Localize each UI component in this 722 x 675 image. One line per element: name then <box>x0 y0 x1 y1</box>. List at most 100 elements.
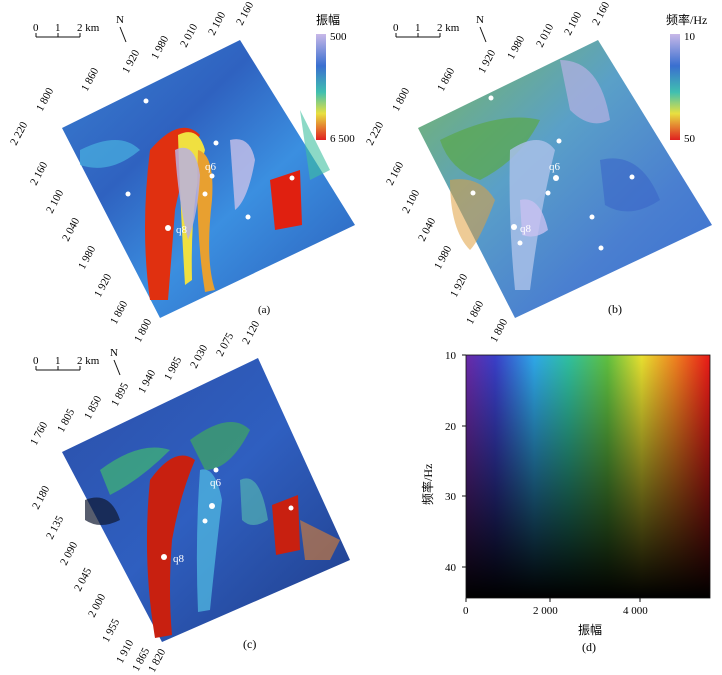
colorbar-max: 10 <box>684 31 696 43</box>
axis-left-tick: 2 040 <box>416 215 438 243</box>
axis-left-tick: 2 040 <box>60 215 82 243</box>
axis-top-tick: 1 940 <box>136 367 158 395</box>
y-tick: 10 <box>445 350 457 362</box>
panel-c: 0 1 2 km N q6 q8 1 76 <box>28 318 350 674</box>
colormap-2d <box>465 354 711 599</box>
colorbar: 振幅 500 6 500 <box>316 12 355 145</box>
axis-left-tick: 2 220 <box>8 119 30 147</box>
north-arrow: N <box>116 14 127 43</box>
amplitude-anomalies <box>80 110 330 301</box>
axis-top-tick: 2 160 <box>234 0 256 27</box>
axis-top-tick: 2 120 <box>240 318 262 346</box>
axis-left-tick: 2 135 <box>44 513 66 541</box>
panel-b: 0 1 2 km N q6 q8 <box>364 0 712 344</box>
axis-top-tick: 2 160 <box>590 0 612 27</box>
x-axis-label: 振幅 <box>578 622 602 637</box>
axis-left-tick: 1 800 <box>132 316 154 344</box>
frequency-anomalies <box>440 60 660 290</box>
axis-top-tick: 2 010 <box>534 21 556 49</box>
axis-top-tick: 1 895 <box>109 380 131 408</box>
north-label: N <box>110 347 118 359</box>
scale-bar: 0 1 2 km <box>33 355 100 371</box>
y-tick: 40 <box>445 562 457 574</box>
scale-tick-0: 0 <box>33 22 39 34</box>
axis-left-tick: 1 955 <box>100 616 122 644</box>
north-label: N <box>476 14 484 26</box>
axis-left-tick: 1 980 <box>432 243 454 271</box>
axis-top-tick: 1 760 <box>28 419 50 447</box>
well-label-q8: q8 <box>520 223 532 235</box>
axis-top-tick: 1 980 <box>505 33 527 61</box>
scale-tick-1: 1 <box>415 22 421 34</box>
axis-left-tick: 2 045 <box>72 565 94 593</box>
axis-left-tick: 1 980 <box>76 243 98 271</box>
wells: q6 q8 <box>161 467 294 565</box>
axis-left-tick: 1 920 <box>448 271 470 299</box>
axis-top-tick: 1 920 <box>476 47 498 75</box>
y-tick: 20 <box>445 421 457 433</box>
caption-b: (b) <box>608 302 622 316</box>
frequency-map <box>418 40 712 318</box>
axis-left-tick: 2 100 <box>44 187 66 215</box>
x-axis: 0 2 000 4 000 振幅 <box>463 598 648 637</box>
axis-left-tick: 1 860 <box>464 298 486 326</box>
axis-top-tick: 1 920 <box>120 47 142 75</box>
y-tick: 30 <box>445 491 457 503</box>
axis-left-tick: 2 100 <box>400 187 422 215</box>
scale-tick-1: 1 <box>55 22 61 34</box>
caption-a: (a) <box>258 304 271 316</box>
well-label-q8: q8 <box>173 553 185 565</box>
scale-tick-2: 2 km <box>77 22 100 34</box>
axis-top-tick: 1 805 <box>55 406 77 434</box>
axis-left-tick: 2 000 <box>86 591 108 619</box>
axis-top-tick: 2 075 <box>214 330 236 358</box>
axis-left-tick: 2 160 <box>384 159 406 187</box>
y-axis: 10 20 30 40 频率/Hz <box>420 350 466 574</box>
axis-left-tick: 2 160 <box>28 159 50 187</box>
axis-top-tick: 1 800 <box>390 85 412 113</box>
colorbar-min: 50 <box>684 133 696 145</box>
wells: q6 q8 <box>125 98 295 236</box>
colorbar-max: 500 <box>330 31 347 43</box>
axis-left-tick: 2 220 <box>364 119 386 147</box>
axis-top-tick: 2 010 <box>178 21 200 49</box>
scale-tick-0: 0 <box>33 355 39 367</box>
scale-bar: 0 1 2 km <box>33 22 100 38</box>
caption-c: (c) <box>243 637 256 651</box>
axis-left-tick: 1 920 <box>92 271 114 299</box>
scale-tick-2: 2 km <box>77 355 100 367</box>
axis-top-tick: 2 100 <box>206 9 228 37</box>
axis-top-tick: 1 850 <box>82 393 104 421</box>
north-arrow: N <box>110 347 121 376</box>
colorbar-title: 频率/Hz <box>666 12 707 27</box>
x-tick: 2 000 <box>533 605 558 617</box>
axis-top-tick: 1 860 <box>435 65 457 93</box>
axis-top-tick: 1 980 <box>149 33 171 61</box>
axis-top-tick: 2 030 <box>188 342 210 370</box>
caption-d: (d) <box>582 640 596 654</box>
north-label: N <box>116 14 124 26</box>
well-label-q6: q6 <box>210 477 222 489</box>
axis-left-tick: 2 180 <box>30 483 52 511</box>
colorbar-min: 6 500 <box>330 133 355 145</box>
scale-tick-2: 2 km <box>437 22 460 34</box>
north-arrow: N <box>476 14 487 43</box>
x-tick: 0 <box>463 605 469 617</box>
panel-d: 10 20 30 40 频率/Hz 0 2 000 4 000 振幅 (d) <box>420 350 711 654</box>
axis-top-tick: 2 100 <box>562 9 584 37</box>
axis-top-tick: 1 985 <box>162 354 184 382</box>
x-tick: 4 000 <box>623 605 648 617</box>
axis-top-tick: 1 800 <box>34 85 56 113</box>
blended-anomalies <box>85 422 340 638</box>
wells: q6 q8 <box>470 95 635 251</box>
scale-tick-1: 1 <box>55 355 61 367</box>
well-label-q8: q8 <box>176 224 188 236</box>
colorbar-title: 振幅 <box>316 12 340 27</box>
axis-left-tick: 1 860 <box>108 298 130 326</box>
scale-tick-0: 0 <box>393 22 399 34</box>
well-label-q6: q6 <box>549 161 561 173</box>
well-label-q6: q6 <box>205 161 217 173</box>
axis-left-tick: 1 800 <box>488 316 510 344</box>
axis-left-tick: 2 090 <box>58 539 80 567</box>
